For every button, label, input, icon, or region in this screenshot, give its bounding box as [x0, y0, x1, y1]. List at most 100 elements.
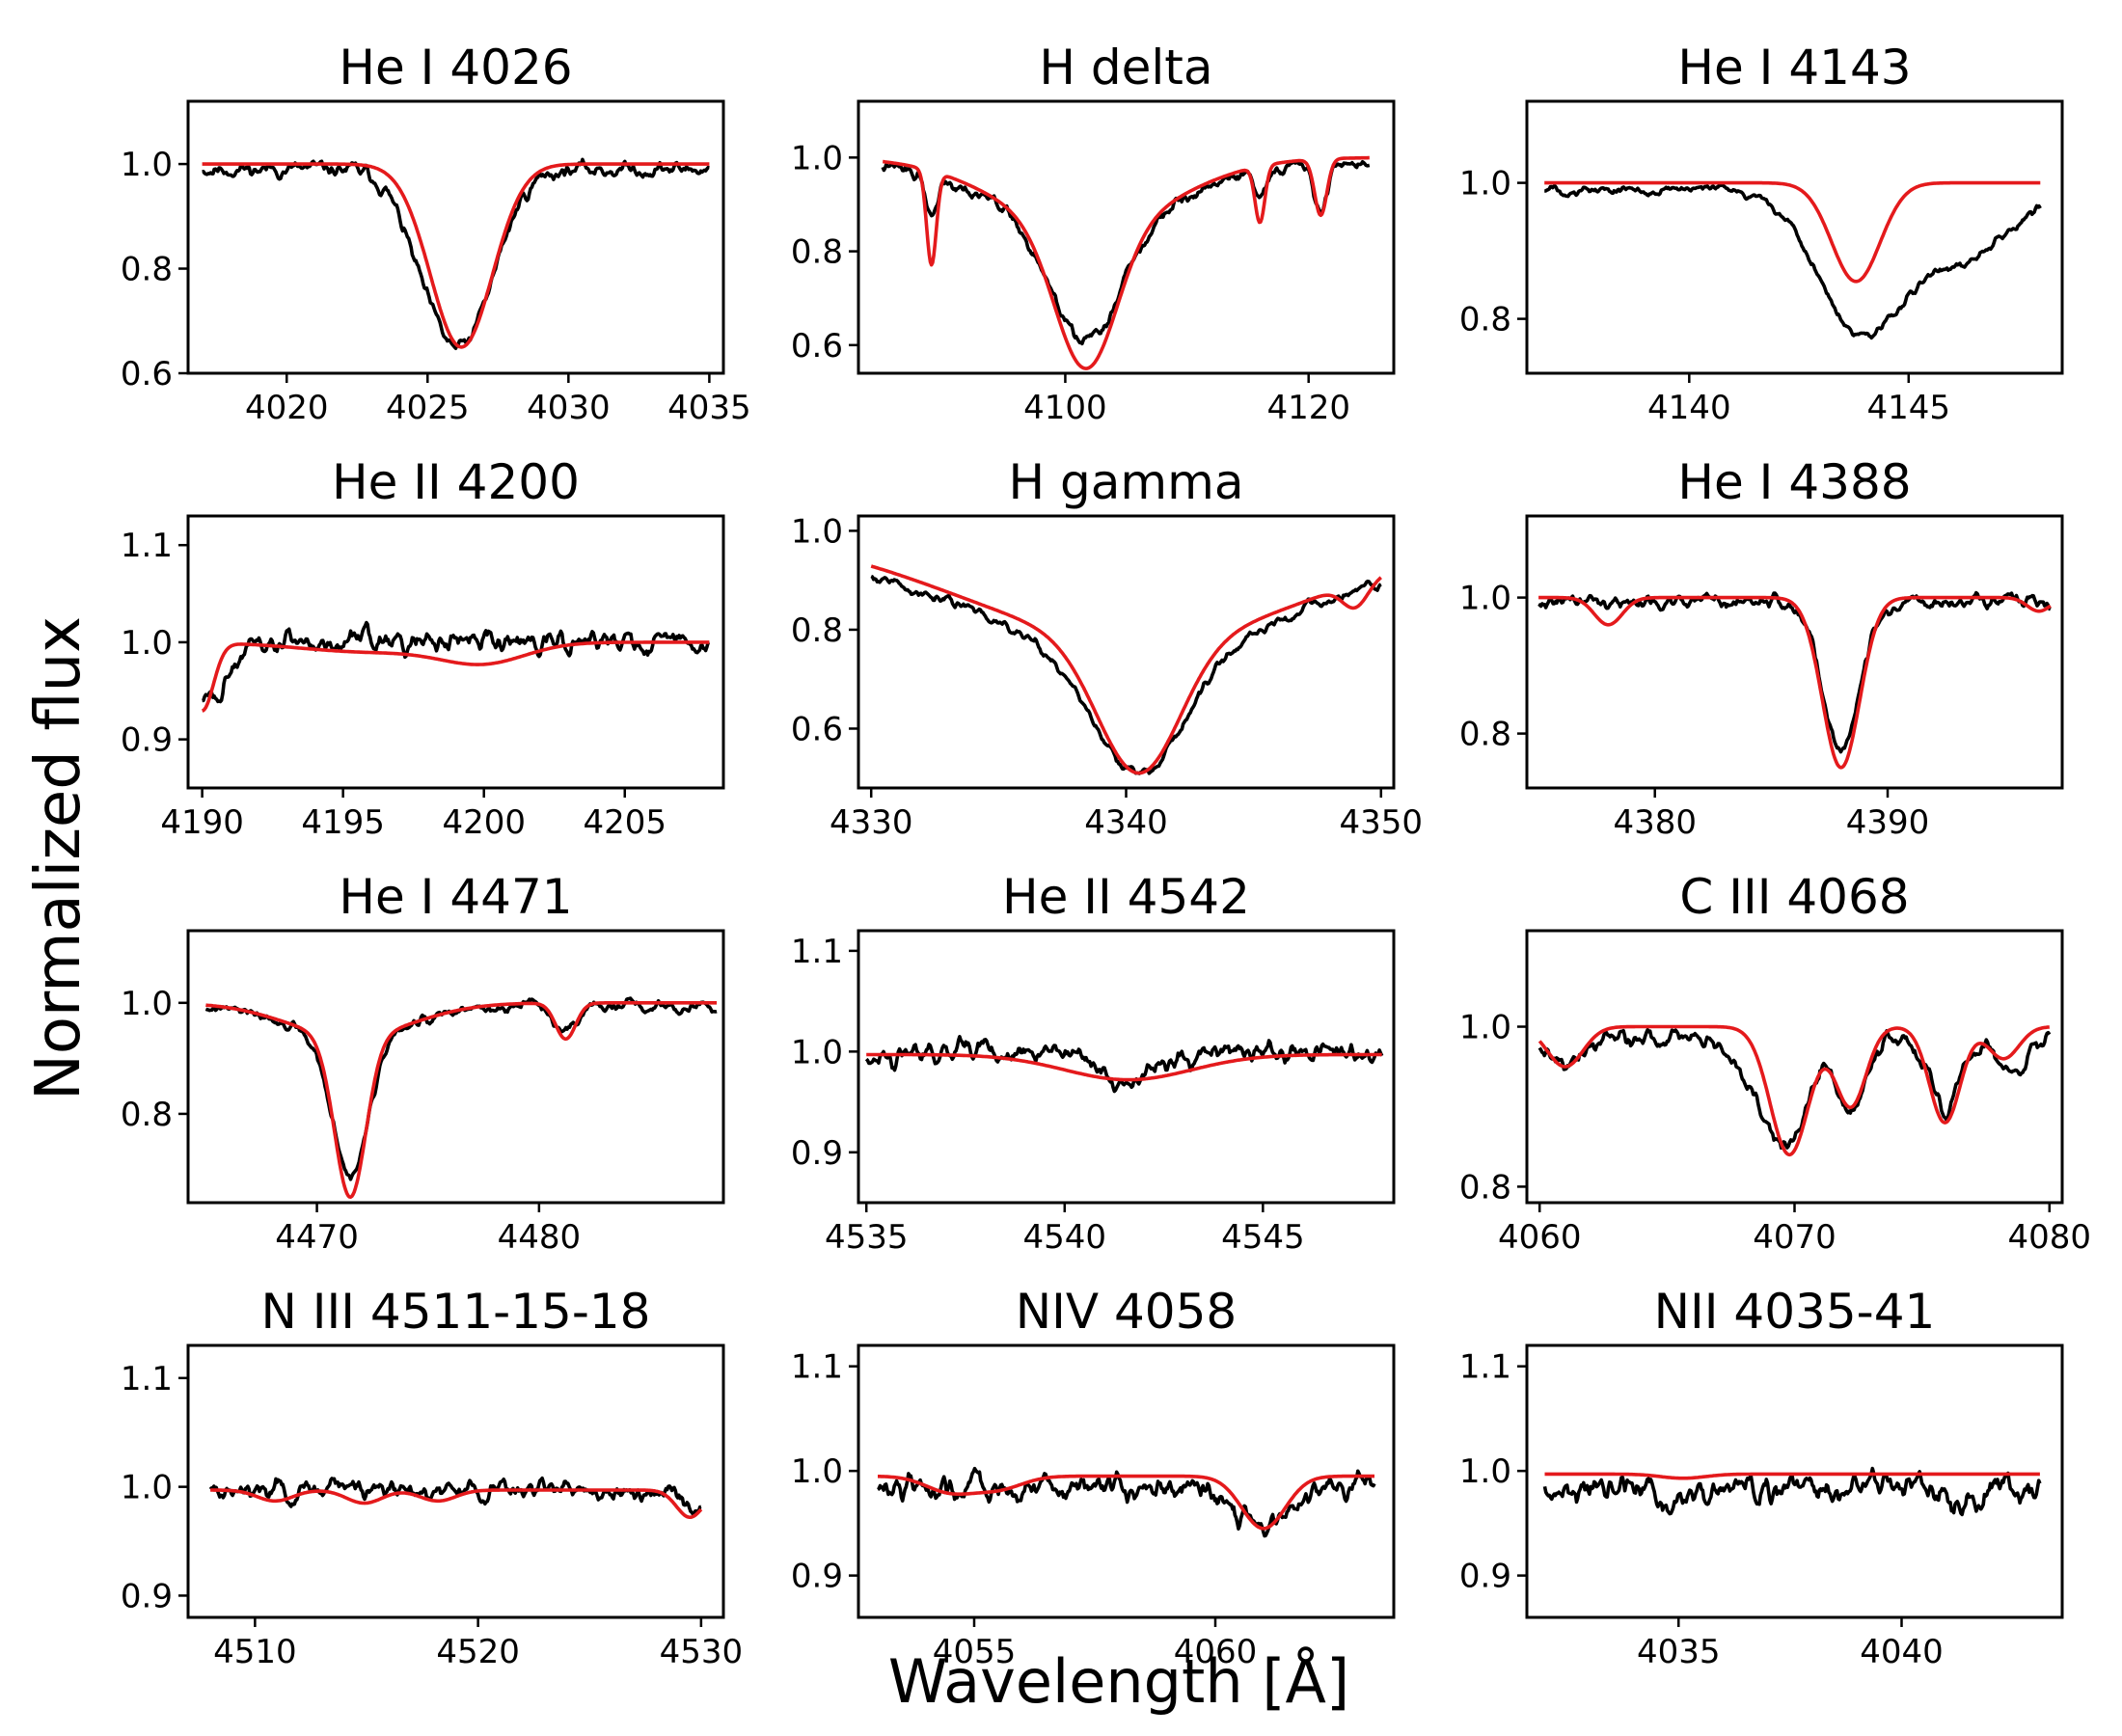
panel-title: H delta: [1039, 40, 1212, 95]
observed-spectrum-line: [1537, 590, 2052, 754]
x-axis-label: Wavelength [Å]: [888, 1646, 1349, 1717]
y-tick-label: 1.0: [121, 146, 173, 184]
y-tick-label: 1.0: [1459, 580, 1511, 618]
panel-frame: [1525, 99, 2064, 375]
panel-title: He I 4143: [1677, 40, 1911, 95]
panel-frame: [857, 99, 1396, 375]
x-tick-label: 4080: [2008, 1218, 2092, 1257]
x-tick-label: 4520: [436, 1633, 520, 1671]
x-tick-label: 4030: [527, 389, 611, 427]
panel-6: He I 4388 4380 4390 0.8 1.0: [1459, 454, 2064, 842]
observed-spectrum-line: [1537, 1028, 2052, 1150]
panel-3: He I 4143 4140 4145 0.8 1.0: [1459, 40, 2064, 427]
panel-frame: [857, 929, 1396, 1205]
observed-spectrum-line: [204, 996, 718, 1181]
panel-8: He II 4542 4535 4540 4545 0.9 1.0 1.1: [791, 869, 1396, 1257]
y-tick-label: 0.8: [1459, 1168, 1511, 1207]
x-tick-label: 4200: [442, 803, 526, 842]
panel-frame: [857, 1343, 1396, 1619]
y-tick-label: 1.0: [791, 139, 843, 177]
x-tick-label: 4480: [498, 1218, 582, 1257]
x-tick-label: 4055: [933, 1633, 1017, 1671]
y-tick-label: 1.0: [791, 512, 843, 551]
panel-5: H gamma 4330 4340 4350 0.6 0.8 1.0: [791, 454, 1423, 842]
panel-frame: [857, 514, 1396, 790]
x-tick-label: 4545: [1221, 1218, 1305, 1257]
y-tick-label: 0.9: [791, 1558, 843, 1596]
y-tick-label: 0.9: [791, 1134, 843, 1173]
x-tick-label: 4470: [275, 1218, 359, 1257]
y-tick-label: 0.8: [1459, 301, 1511, 339]
y-tick-label: 1.1: [121, 527, 173, 565]
model-spectrum-line: [204, 1001, 718, 1199]
observed-spectrum-line: [202, 157, 710, 350]
observed-spectrum-line: [202, 620, 711, 704]
y-tick-label: 1.1: [121, 1360, 173, 1398]
x-tick-label: 4040: [1860, 1633, 1944, 1671]
x-tick-label: 4060: [1498, 1218, 1582, 1257]
panel-frame: [186, 929, 725, 1205]
observed-spectrum-line: [881, 160, 1371, 346]
panel-title: N III 4511-15-18: [260, 1284, 650, 1340]
x-tick-label: 4535: [825, 1218, 909, 1257]
y-tick-label: 0.6: [791, 327, 843, 366]
panel-1: He I 4026 4020 4025 4030 4035 0.6 0.8 1.0: [121, 40, 751, 427]
y-tick-label: 1.0: [1459, 165, 1511, 203]
y-tick-label: 0.8: [791, 611, 843, 650]
y-tick-label: 0.8: [121, 251, 173, 289]
model-spectrum-line: [202, 640, 710, 713]
panel-title: He I 4471: [339, 869, 572, 925]
x-tick-label: 4060: [1174, 1633, 1258, 1671]
y-tick-label: 0.8: [121, 1096, 173, 1134]
y-tick-label: 0.6: [121, 355, 173, 393]
panel-title: C III 4068: [1679, 869, 1909, 925]
x-tick-label: 4205: [583, 803, 667, 842]
x-tick-label: 4025: [386, 389, 470, 427]
x-tick-label: 4100: [1023, 389, 1107, 427]
y-tick-label: 1.0: [791, 1033, 843, 1071]
x-tick-label: 4540: [1023, 1218, 1107, 1257]
y-tick-label: 0.9: [121, 721, 173, 760]
y-tick-label: 1.1: [1459, 1348, 1511, 1387]
model-spectrum-line: [209, 1488, 703, 1519]
model-spectrum-line: [1537, 595, 2052, 770]
y-tick-label: 1.0: [1459, 1009, 1511, 1047]
panel-frame: [1525, 514, 2064, 790]
panel-2: H delta 4100 4120 0.6 0.8 1.0: [791, 40, 1396, 427]
y-tick-label: 0.8: [1459, 716, 1511, 754]
model-spectrum-line: [1537, 1024, 2051, 1157]
model-spectrum-line: [202, 162, 710, 349]
panel-title: He I 4026: [339, 40, 572, 95]
panel-10: N III 4511-15-18 4510 4520 4530 0.9 1.0 1.1: [121, 1284, 743, 1671]
model-spectrum-line: [870, 564, 1382, 775]
x-tick-label: 4070: [1753, 1218, 1836, 1257]
panel-title: NIV 4058: [1016, 1284, 1238, 1340]
y-tick-label: 0.8: [791, 233, 843, 272]
y-tick-label: 0.9: [121, 1577, 173, 1615]
panel-11: NIV 4058 4055 4060 0.9 1.0 1.1: [791, 1284, 1396, 1671]
x-tick-label: 4120: [1266, 389, 1350, 427]
panel-title: NII 4035-41: [1654, 1284, 1936, 1340]
y-tick-label: 0.9: [1459, 1558, 1511, 1596]
model-spectrum-line: [1543, 180, 2041, 284]
x-tick-label: 4035: [1637, 1633, 1721, 1671]
x-tick-label: 4390: [1846, 803, 1930, 842]
model-spectrum-line: [1543, 1472, 2041, 1480]
panel-7: He I 4471 4470 4480 0.8 1.0: [121, 869, 725, 1257]
x-tick-label: 4350: [1340, 803, 1424, 842]
model-spectrum-line: [882, 155, 1371, 370]
panel-frame: [186, 1343, 725, 1619]
x-tick-label: 4020: [245, 389, 329, 427]
y-tick-label: 1.0: [121, 985, 173, 1023]
panel-title: H gamma: [1009, 454, 1244, 510]
x-tick-label: 4330: [830, 803, 913, 842]
y-tick-label: 1.1: [791, 933, 843, 971]
panel-title: He II 4542: [1002, 869, 1250, 925]
panel-title: He II 4200: [332, 454, 580, 510]
y-axis-label: Normalized flux: [23, 616, 95, 1100]
x-tick-label: 4510: [213, 1633, 297, 1671]
y-tick-label: 1.0: [121, 1469, 173, 1507]
y-tick-label: 1.1: [791, 1348, 843, 1387]
observed-spectrum-line: [1542, 1466, 2042, 1517]
